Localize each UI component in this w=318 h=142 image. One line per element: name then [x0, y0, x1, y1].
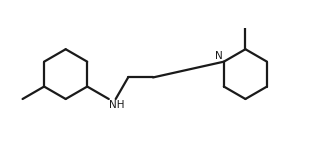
Text: N: N [215, 51, 223, 61]
Text: NH: NH [109, 100, 125, 110]
